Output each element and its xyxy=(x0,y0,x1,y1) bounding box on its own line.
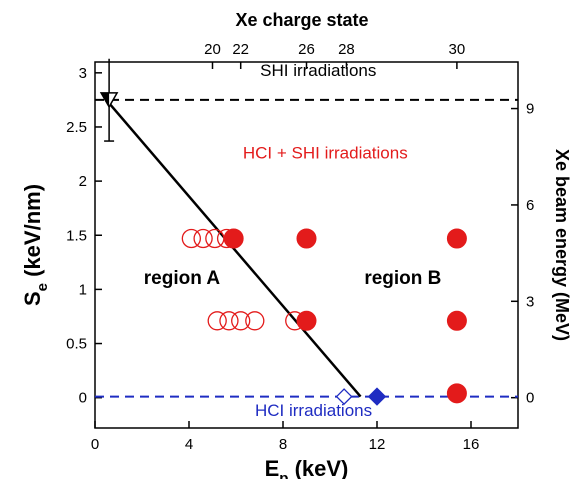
filled-circle-point xyxy=(223,228,244,249)
top-axis-title: Xe charge state xyxy=(235,10,368,30)
data-marks xyxy=(99,58,467,406)
top-tick-label: 26 xyxy=(298,41,315,58)
top-tick-label: 22 xyxy=(232,41,249,58)
right-tick-label: 6 xyxy=(526,197,534,214)
open-circle-point xyxy=(245,311,265,331)
right-axis-title: Xe beam energy (MeV) xyxy=(552,149,572,341)
y-tick-label: 0 xyxy=(79,390,87,407)
top-tick-label: 28 xyxy=(338,41,355,58)
x-tick-label: 4 xyxy=(185,436,193,453)
right-tick-label: 3 xyxy=(526,293,534,310)
right-tick-label: 9 xyxy=(526,101,534,118)
annotations: SHI irradiations HCI + SHI irradiations re… xyxy=(144,61,442,420)
y-axis-title: Se (keV/nm) xyxy=(20,184,51,306)
axis-titles: Xe charge state Ep (keV) Se (keV/nm) Xe be… xyxy=(20,10,572,479)
filled-circle-point xyxy=(296,310,317,331)
x-tick-label: 16 xyxy=(463,436,480,453)
filled-circle-point xyxy=(446,383,467,404)
y-tick-label: 1.5 xyxy=(66,227,87,244)
x-tick-label: 12 xyxy=(369,436,386,453)
open-diamond-point xyxy=(335,388,353,406)
triangle-point-fill xyxy=(101,92,110,107)
x-tick-label: 8 xyxy=(279,436,287,453)
filled-circle-point xyxy=(446,310,467,331)
open-circle-point xyxy=(219,311,239,331)
right-tick-label: 0 xyxy=(526,390,534,407)
filled-circle-point xyxy=(446,228,467,249)
filled-circle-point xyxy=(296,228,317,249)
open-circle-point xyxy=(231,311,251,331)
annotation-label: SHI irradiations xyxy=(260,61,376,80)
top-tick-label: 20 xyxy=(204,41,221,58)
open-circle-point xyxy=(207,311,227,331)
annotation-label: HCI irradiations xyxy=(255,401,372,420)
axes: 0 4 8 12 16 0 0.5 1 1.5 2 2.5 3 20 22 26 28 30 0 3 6 9 xyxy=(66,41,534,453)
y-tick-label: 0.5 xyxy=(66,336,87,353)
open-circle-point xyxy=(181,228,202,249)
y-tick-label: 3 xyxy=(79,65,87,82)
x-axis-title: Ep (keV) xyxy=(265,456,349,479)
region-boundary-line xyxy=(108,102,362,398)
y-tick-label: 1 xyxy=(79,281,87,298)
annotation-label: region A xyxy=(144,268,221,289)
annotation-label: HCI + SHI irradiations xyxy=(243,143,408,162)
x-tick-label: 0 xyxy=(91,436,99,453)
open-circle-point xyxy=(193,228,213,249)
y-tick-label: 2.5 xyxy=(66,119,87,136)
open-circle-point xyxy=(205,228,225,249)
top-tick-label: 30 xyxy=(449,41,466,58)
annotation-label: region B xyxy=(364,268,441,289)
filled-diamond-point xyxy=(367,387,387,406)
y-tick-label: 2 xyxy=(79,173,87,190)
